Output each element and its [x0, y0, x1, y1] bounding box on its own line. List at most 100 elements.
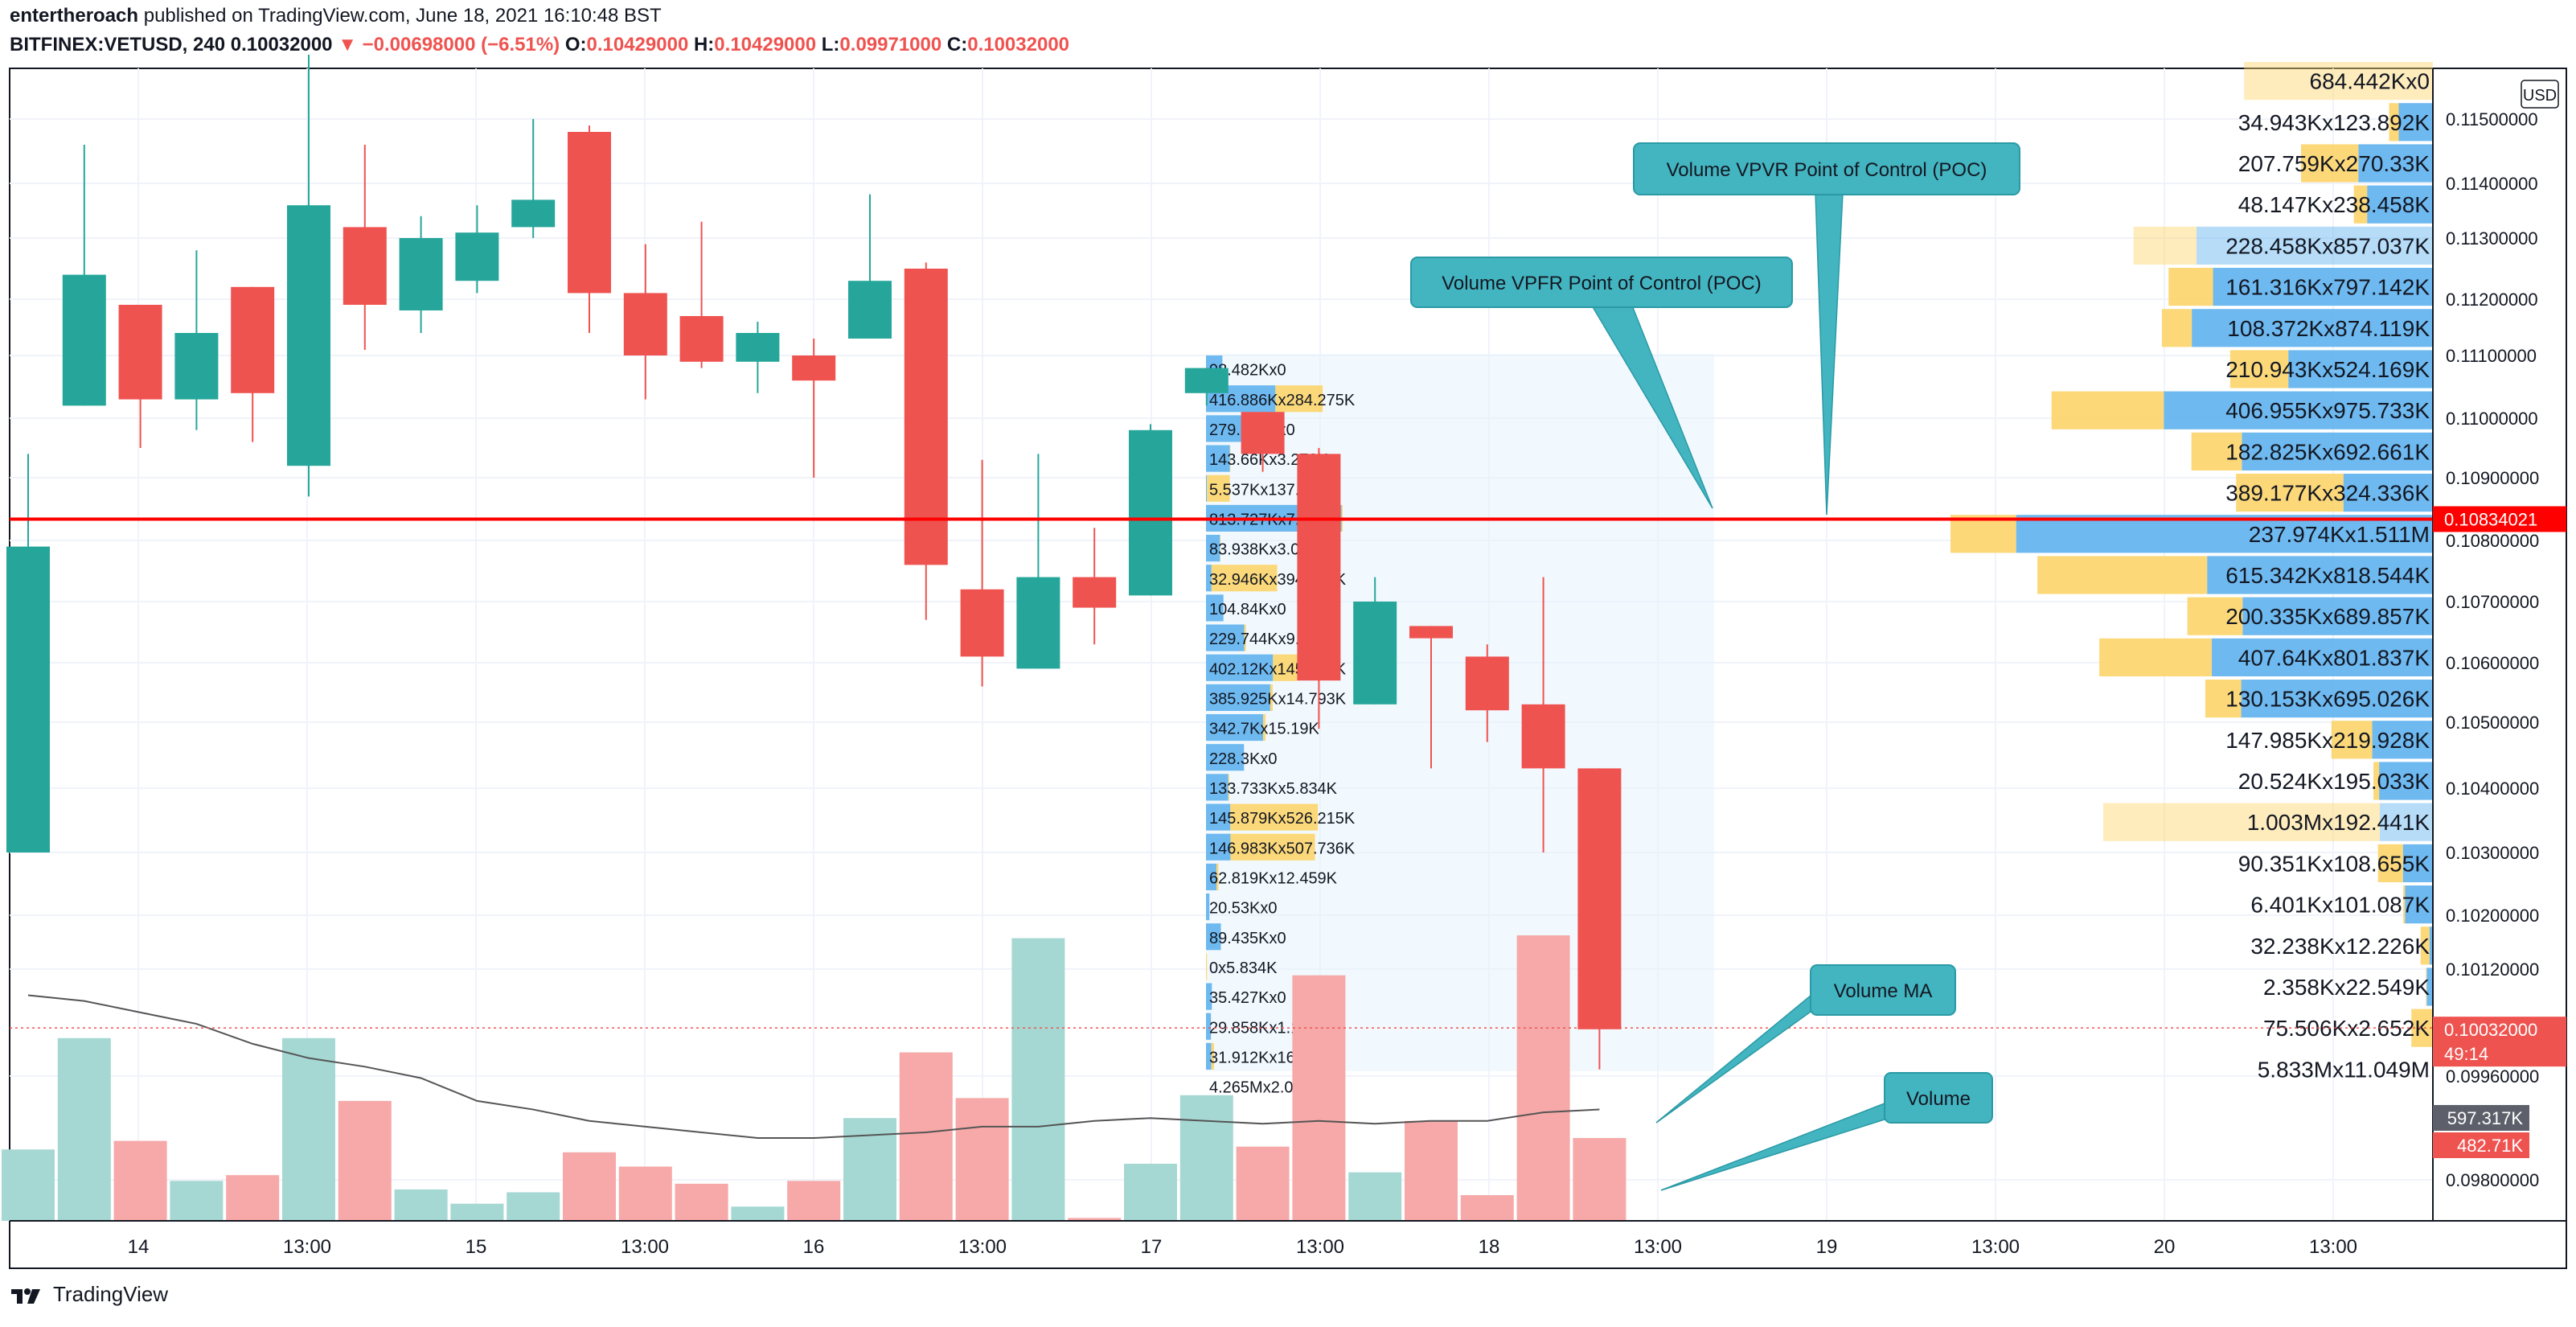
vpvr-row-label: 32.238Kx12.226K: [2250, 934, 2430, 959]
symbol-name[interactable]: BITFINEX:VETUSD, 240: [10, 34, 226, 55]
callouts: Volume VPVR Point of Control (POC) Volume…: [1410, 142, 2020, 1191]
close-value: 0.10032000: [967, 34, 1070, 55]
vpfr-buy-bar: [1206, 923, 1221, 951]
vpfr-sell-bar: [1211, 565, 1278, 592]
time-tick-label: 13:00: [1296, 1236, 1344, 1258]
callout-text: Volume MA: [1834, 980, 1933, 1002]
volume-tag-text: 597.317K: [2447, 1108, 2524, 1128]
candle-body: [736, 333, 780, 362]
vpvr-sell-bar: [2343, 474, 2433, 512]
vpfr-buy-bar: [1206, 803, 1231, 831]
footer-brand[interactable]: TradingView: [53, 1282, 169, 1306]
volume-bar: [2, 1149, 55, 1221]
price-tick-label: 0.11500000: [2446, 109, 2538, 129]
vpfr-buy-bar: [1206, 475, 1208, 502]
price-tick-label: 0.11100000: [2446, 346, 2537, 366]
candle-body: [904, 269, 948, 565]
volume-bar: [394, 1189, 448, 1221]
vpvr-sell-bar: [2405, 885, 2433, 924]
vpvr-row-label: 108.372Kx874.119K: [2227, 316, 2430, 341]
candle-body: [343, 227, 387, 305]
vpfr-row-label: 146.983Kx507.736K: [1209, 840, 1356, 857]
volume-bar: [1348, 1172, 1402, 1221]
vpvr-row-label: 1.003Mx192.441K: [2247, 810, 2430, 835]
vpfr-sell-bar: [1230, 803, 1319, 831]
last-price-text: 0.10032000: [2444, 1020, 2537, 1040]
vpvr-sell-bar: [2164, 391, 2433, 429]
vpfr-buy-bar: [1206, 1042, 1212, 1070]
candle-body: [1073, 577, 1117, 608]
vpvr-buy-bar: [2205, 680, 2242, 718]
time-tick-label: 17: [1141, 1236, 1163, 1258]
candles: [6, 55, 1622, 1070]
volume-bar: [675, 1183, 728, 1221]
candle-body: [679, 316, 724, 362]
vpvr-buy-bar: [2229, 350, 2289, 388]
countdown-text: 49:14: [2444, 1044, 2488, 1064]
vpfr-row-label: 35.427Kx0: [1209, 989, 1286, 1007]
time-axis[interactable]: 14 13:00 15 13:00 16 13:00 17 13:00 18 13:00 19 13:…: [128, 1236, 2357, 1258]
vpfr-buy-bar: [1206, 535, 1220, 562]
volume-bar: [1573, 1138, 1626, 1221]
vpvr-buy-bar: [2403, 885, 2406, 924]
vpfr-row-label: 89.435Kx0: [1209, 930, 1286, 947]
vpfr-buy-bar: [1206, 983, 1212, 1010]
vpvr-buy-bar: [2300, 144, 2359, 183]
vpfr-row-label: 20.53Kx0: [1209, 900, 1278, 918]
vpfr-buy-bar: [1206, 744, 1245, 771]
last-price: 0.10032000: [230, 34, 333, 55]
vpvr-row-label: 5.833Mx11.049M: [2258, 1057, 2430, 1082]
volume-bar: [1068, 1218, 1122, 1221]
time-tick-label: 13:00: [1634, 1236, 1682, 1258]
vpfr-row-label: 416.886Kx284.275K: [1209, 392, 1356, 409]
vpfr-buy-bar: [1206, 565, 1212, 592]
time-tick-label: 16: [803, 1236, 825, 1258]
vpfr-row-label: 133.733Kx5.834K: [1209, 780, 1338, 798]
candle-body: [511, 199, 556, 228]
price-tick-label: 0.10800000: [2446, 531, 2539, 551]
vpvr-row-label: 615.342Kx818.544K: [2225, 563, 2430, 588]
time-tick-label: 13:00: [1971, 1236, 2020, 1258]
candle-body: [6, 546, 50, 852]
vpvr-sell-bar: [2016, 515, 2433, 553]
vpfr-sell-bar: [1229, 445, 1231, 472]
vpvr-buy-bar: [2331, 721, 2373, 759]
vpvr-sell-bar: [2213, 268, 2433, 306]
publish-info: entertheroach published on TradingView.c…: [10, 5, 662, 27]
vpvr-buy-bar: [2037, 556, 2208, 594]
vpfr-buy-bar: [1206, 714, 1263, 742]
candle-body: [1465, 656, 1509, 711]
vpvr-sell-bar: [2379, 803, 2433, 841]
volume-bar: [1405, 1120, 1458, 1221]
price-tick-label: 0.10600000: [2446, 653, 2539, 673]
price-tick-label: 0.09960000: [2446, 1066, 2539, 1087]
vpvr-row-label: 130.153Kx695.026K: [2225, 687, 2430, 712]
volume-bar: [787, 1181, 841, 1221]
vpfr-sell-bar: [1244, 624, 1246, 651]
vpfr-buy-bar: [1206, 894, 1210, 921]
price-tags: 0.10834021 0.10032000 49:14 597.317K 482.71K: [2433, 506, 2566, 1158]
vpvr-buy-bar: [2168, 268, 2213, 306]
time-tick-label: 14: [128, 1236, 150, 1258]
volume-bar: [955, 1098, 1009, 1221]
candle-body: [960, 589, 1004, 657]
price-tick-label: 0.10900000: [2446, 468, 2539, 488]
vpvr-row-label: 48.147Kx238.458K: [2238, 192, 2430, 217]
callout-box: [1884, 1072, 1993, 1124]
price-axis[interactable]: 0.11500000 0.11400000 0.11300000 0.11200000…: [2446, 80, 2559, 1190]
vpfr-row-label: 98.482Kx0: [1209, 362, 1286, 380]
vpvr-row-label: 90.351Kx108.655K: [2238, 851, 2430, 876]
price-tick-label: 0.11300000: [2446, 228, 2538, 249]
vpvr-buy-bar: [1950, 515, 2016, 553]
vpvr-buy-bar: [2353, 185, 2368, 224]
vpvr-sell-bar: [2429, 926, 2433, 965]
price-tick-label: 0.09800000: [2446, 1170, 2539, 1190]
volume-bar: [450, 1203, 504, 1221]
author-name[interactable]: entertheroach: [10, 5, 139, 27]
vpvr-row-label: 237.974Kx1.511M: [2249, 522, 2430, 547]
vpvr-row-label: 34.943Kx123.892K: [2238, 110, 2430, 135]
vpvr-profile: 684.442Kx0 34.943Kx123.892K 207.759Kx270.3…: [1950, 62, 2433, 1082]
price-tick-label: 0.10500000: [2446, 713, 2539, 733]
vpfr-buy-bar: [1206, 774, 1229, 801]
